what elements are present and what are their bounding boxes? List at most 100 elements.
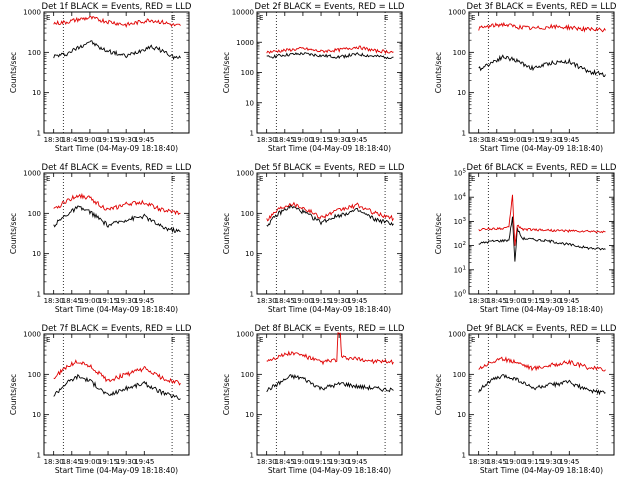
series-lld-line	[266, 332, 394, 366]
x-tick-label: 19:45	[559, 136, 579, 144]
series-events-line	[478, 374, 606, 396]
plot-frame	[468, 11, 615, 134]
chart-panel-8: Det 8f BLACK = Events, RED = LLD 1 10 100 10…	[222, 324, 405, 475]
x-tick-label: 19:30	[116, 297, 136, 305]
y-tick-label: 1	[250, 452, 254, 460]
x-tick-label: 19:45	[134, 136, 154, 144]
x-tick-label: 18:30	[469, 458, 489, 466]
y-tick-label: 10	[32, 411, 41, 419]
series-lld-line	[478, 356, 606, 372]
x-tick-label: 18:30	[44, 458, 64, 466]
flag-label-left: E	[471, 14, 475, 22]
plot-frame	[468, 333, 615, 456]
x-tick-label: 19:15	[98, 458, 118, 466]
chart-title: Det 5f BLACK = Events, RED = LLD	[255, 163, 405, 173]
y-axis-label: Counts/sec	[434, 374, 443, 415]
series-events-line	[53, 40, 181, 61]
series-events-line	[53, 373, 181, 400]
y-tick-label: 1000	[448, 9, 466, 17]
y-tick-label: 104	[454, 193, 467, 202]
x-tick-label: 18:30	[44, 297, 64, 305]
x-tick-label: 18:30	[469, 136, 489, 144]
y-tick-label: 10	[457, 89, 466, 97]
chart-panel-4: Det 4f BLACK = Events, RED = LLD 1 10 100 10…	[9, 163, 192, 314]
x-tick-label: 19:30	[541, 458, 561, 466]
x-tick-label: 19:15	[98, 297, 118, 305]
x-axis-label: Start Time (04-May-09 18:18:40)	[268, 144, 391, 153]
series-events-line	[53, 205, 181, 234]
chart-title: Det 9f BLACK = Events, RED = LLD	[467, 324, 617, 334]
x-tick-label: 18:45	[275, 458, 295, 466]
x-tick-label: 19:00	[293, 297, 313, 305]
y-tick-label: 1000	[448, 331, 466, 339]
x-tick-label: 18:45	[275, 136, 295, 144]
y-tick-label: 1	[250, 291, 254, 299]
plot-frame	[43, 172, 190, 295]
y-axis-label: Counts/sec	[222, 52, 231, 93]
chart-panel-9: Det 9f BLACK = Events, RED = LLD 1 10 100 10…	[434, 324, 617, 475]
y-axis-label: Counts/sec	[222, 213, 231, 254]
series-events-line	[266, 373, 394, 393]
y-tick-label: 1	[462, 452, 466, 460]
y-tick-label: 1	[37, 291, 41, 299]
x-tick-label: 19:00	[80, 458, 100, 466]
flag-label-left: E	[46, 336, 50, 344]
plot-frame	[256, 333, 403, 456]
x-tick-label: 19:30	[329, 136, 349, 144]
series-lld-line	[266, 201, 394, 222]
x-tick-label: 19:45	[134, 297, 154, 305]
chart-title: Det 1f BLACK = Events, RED = LLD	[42, 2, 192, 12]
y-tick-label: 100	[454, 290, 467, 299]
y-axis-label: Counts/sec	[9, 52, 18, 93]
x-tick-label: 18:45	[62, 136, 82, 144]
x-tick-label: 18:30	[257, 297, 277, 305]
y-tick-label: 1000	[23, 9, 41, 17]
y-tick-label: 10	[32, 250, 41, 258]
series-lld-line	[53, 192, 181, 216]
y-axis-label: Counts/sec	[9, 374, 18, 415]
y-tick-label: 1000	[236, 331, 254, 339]
chart-panel-6: Det 6f BLACK = Events, RED = LLD 100 101 10…	[434, 163, 617, 314]
chart-title: Det 6f BLACK = Events, RED = LLD	[467, 163, 617, 173]
chart-title: Det 7f BLACK = Events, RED = LLD	[42, 324, 192, 334]
y-tick-label: 100	[28, 371, 41, 379]
x-tick-label: 18:30	[469, 297, 489, 305]
chart-title: Det 2f BLACK = Events, RED = LLD	[255, 2, 405, 12]
x-tick-label: 19:30	[541, 136, 561, 144]
chart-title: Det 3f BLACK = Events, RED = LLD	[467, 2, 617, 12]
y-axis-label: Counts/sec	[9, 213, 18, 254]
x-tick-label: 19:15	[311, 136, 331, 144]
series-lld-line	[478, 21, 606, 33]
x-tick-label: 19:15	[523, 458, 543, 466]
x-tick-label: 19:30	[329, 458, 349, 466]
y-tick-label: 101	[454, 265, 466, 274]
y-axis-label: Counts/sec	[222, 374, 231, 415]
x-axis-label: Start Time (04-May-09 18:18:40)	[55, 305, 178, 314]
x-tick-label: 19:15	[311, 297, 331, 305]
y-tick-label: 100	[241, 69, 254, 77]
y-tick-label: 10	[245, 411, 254, 419]
y-tick-label: 100	[28, 49, 41, 57]
x-tick-label: 19:15	[98, 136, 118, 144]
x-tick-label: 19:00	[293, 136, 313, 144]
flag-label-left: E	[46, 175, 50, 183]
x-tick-label: 19:45	[134, 458, 154, 466]
y-tick-label: 10	[32, 89, 41, 97]
x-tick-label: 18:45	[487, 458, 507, 466]
y-tick-label: 1	[37, 452, 41, 460]
x-tick-label: 18:30	[257, 136, 277, 144]
x-tick-label: 19:00	[80, 297, 100, 305]
flag-label-left: E	[46, 14, 50, 22]
y-tick-label: 1000	[23, 331, 41, 339]
plot-frame	[43, 11, 190, 134]
y-tick-label: 1	[462, 130, 466, 138]
y-tick-label: 100	[453, 371, 466, 379]
y-tick-label: 100	[453, 49, 466, 57]
flag-label-right: E	[171, 14, 175, 22]
x-axis-label: Start Time (04-May-09 18:18:40)	[55, 466, 178, 475]
flag-label-left: E	[471, 175, 475, 183]
chart-panel-7: Det 7f BLACK = Events, RED = LLD 1 10 100 10…	[9, 324, 192, 475]
series-events-line	[478, 216, 606, 262]
chart-panel-3: Det 3f BLACK = Events, RED = LLD 1 10 100 10…	[434, 2, 617, 153]
x-tick-label: 18:45	[487, 136, 507, 144]
